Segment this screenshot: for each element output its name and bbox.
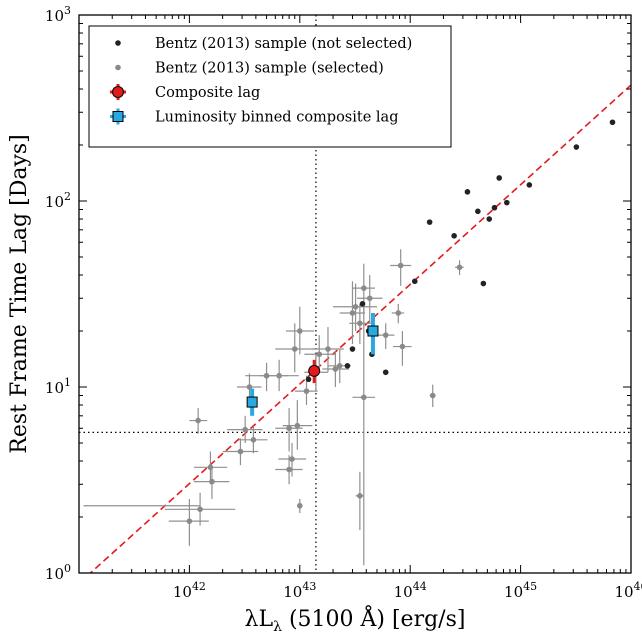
axis-ticks	[78, 14, 632, 574]
data-point	[526, 182, 533, 188]
data-point	[496, 175, 503, 181]
x-tick-label: 1044	[394, 580, 427, 601]
data-point	[289, 456, 295, 462]
legend-box	[88, 25, 452, 148]
y-tick-label: 103	[45, 4, 71, 25]
data-point	[297, 502, 303, 509]
data-point	[297, 328, 303, 334]
y-tick-label: 102	[45, 190, 71, 211]
data-point	[294, 422, 301, 429]
x-tick-label: 1046	[614, 580, 642, 601]
binned-lag-point	[367, 325, 379, 337]
x-tick-label: 1043	[283, 580, 316, 601]
legend-marker	[112, 86, 124, 98]
data-point	[399, 343, 406, 350]
x-axis-title: λLλ (5100 Å) [erg/s]	[245, 604, 466, 635]
data-point	[397, 262, 404, 269]
legend-label: Bentz (2013) sample (not selected)	[155, 36, 412, 52]
data-point	[195, 417, 201, 424]
data-point	[361, 394, 367, 401]
data-point	[491, 204, 498, 211]
data-point	[352, 303, 359, 310]
plot-area	[79, 15, 631, 573]
data-point	[263, 372, 270, 379]
series-2	[308, 359, 321, 384]
series-0	[305, 119, 616, 383]
data-point	[357, 493, 363, 499]
legend: Bentz (2013) sample (not selected) Bentz …	[88, 25, 452, 148]
data-point	[336, 363, 343, 369]
legend-label: Luminosity binned composite lag	[155, 110, 398, 126]
data-point	[332, 366, 339, 372]
data-point	[286, 466, 292, 473]
reference-lines	[79, 15, 631, 573]
series-layer	[83, 119, 616, 566]
data-point	[480, 280, 487, 287]
data-point	[609, 119, 616, 126]
data-point	[250, 437, 257, 443]
data-point	[344, 363, 351, 369]
x-tick-label: 1045	[504, 580, 537, 601]
data-point	[504, 199, 510, 206]
data-point	[366, 295, 373, 302]
data-point	[349, 310, 356, 316]
legend-label: Composite lag	[155, 85, 260, 101]
data-point	[305, 376, 312, 383]
data-point	[411, 278, 418, 285]
data-point	[286, 425, 292, 432]
data-point	[361, 285, 367, 291]
axes-frame	[78, 14, 632, 574]
data-point	[456, 264, 463, 271]
data-point	[486, 216, 493, 222]
binned-lag-point	[246, 396, 258, 408]
data-point	[359, 301, 366, 307]
data-point	[316, 351, 323, 358]
data-point	[451, 232, 457, 239]
data-point	[186, 518, 193, 524]
y-tick-label: 101	[45, 376, 71, 397]
legend-marker	[115, 40, 121, 46]
series-3	[246, 312, 379, 416]
legend-marker	[115, 64, 121, 71]
data-point	[349, 346, 356, 352]
y-tick-label: 100	[45, 562, 71, 583]
data-point	[242, 426, 248, 433]
data-point	[197, 506, 203, 513]
x-tick-label: 1042	[173, 580, 206, 601]
data-point	[426, 219, 433, 225]
data-point	[303, 388, 310, 394]
y-axis-title: Rest Frame Time Lag [Days]	[7, 134, 32, 454]
data-point	[357, 320, 363, 327]
composite-lag-point	[308, 364, 321, 377]
fit-dashed-line	[89, 84, 631, 573]
data-point	[237, 448, 244, 455]
data-point	[429, 392, 436, 399]
series-1	[83, 249, 464, 566]
data-point	[464, 189, 471, 195]
data-point	[209, 478, 215, 485]
data-point	[475, 208, 481, 215]
legend-marker	[112, 111, 124, 122]
data-point	[382, 369, 389, 376]
legend-label: Bentz (2013) sample (selected)	[155, 61, 384, 77]
data-point	[246, 384, 253, 390]
data-point	[325, 346, 331, 352]
data-point	[395, 310, 402, 316]
axis-tick-labels: 1042 1043 1044 1045 1046 100 101 102 103	[45, 4, 642, 601]
data-point	[382, 332, 389, 338]
data-point	[291, 346, 298, 352]
data-point	[573, 144, 580, 150]
